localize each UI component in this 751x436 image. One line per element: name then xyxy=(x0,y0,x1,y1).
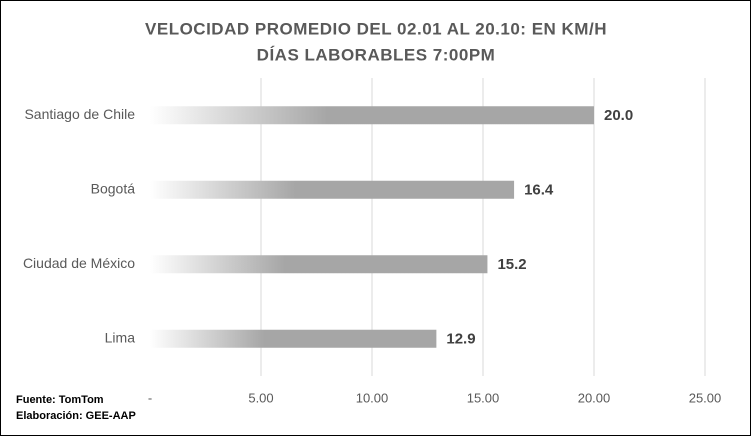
y-tick-label: Lima xyxy=(105,329,136,345)
bar xyxy=(150,106,594,125)
source-note: Fuente: TomTom xyxy=(16,394,104,406)
data-label: 12.9 xyxy=(446,331,475,348)
data-label: 20.0 xyxy=(604,107,633,124)
x-tick-label: 5.00 xyxy=(248,390,273,405)
bar xyxy=(150,255,488,274)
y-tick-label: Bogotá xyxy=(91,180,136,196)
x-tick-label: 25.00 xyxy=(689,390,722,405)
y-tick-label: Santiago de Chile xyxy=(24,106,135,122)
bar xyxy=(150,329,437,348)
chart-subtitle: DÍAS LABORABLES 7:00PM xyxy=(257,45,496,64)
y-tick-label: Ciudad de México xyxy=(23,255,135,271)
data-label: 16.4 xyxy=(524,182,554,199)
x-tick-label: 20.00 xyxy=(578,390,611,405)
x-tick-label: 15.00 xyxy=(467,390,500,405)
chart-title: VELOCIDAD PROMEDIO DEL 02.01 AL 20.10: E… xyxy=(145,19,607,38)
x-tick-label: 10.00 xyxy=(356,390,389,405)
bar xyxy=(150,180,515,199)
x-tick-label: - xyxy=(148,390,152,405)
source-note: Elaboración: GEE-AAP xyxy=(16,410,136,422)
data-label: 15.2 xyxy=(497,256,526,273)
